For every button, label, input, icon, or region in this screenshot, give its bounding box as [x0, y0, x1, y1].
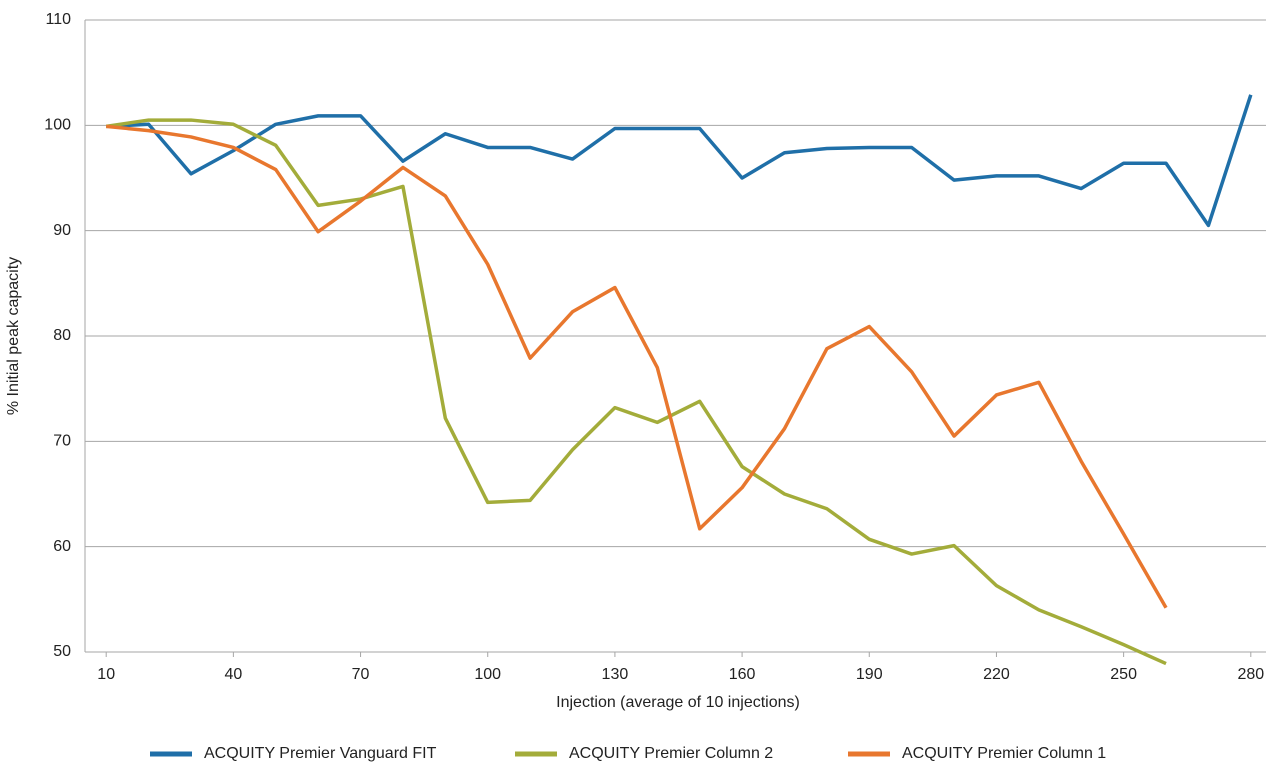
- x-tick-label: 160: [729, 666, 756, 683]
- y-tick-label: 50: [53, 643, 71, 660]
- y-tick-label: 110: [45, 11, 71, 28]
- y-tick-label: 80: [53, 327, 71, 344]
- legend-label: ACQUITY Premier Vanguard FIT: [204, 745, 437, 762]
- line-series: [106, 124, 1168, 609]
- x-tick-label: 70: [352, 666, 370, 683]
- x-tick-label: 130: [602, 666, 629, 683]
- x-tick-label: 100: [474, 666, 501, 683]
- y-axis-title: % Initial peak capacity: [5, 257, 22, 415]
- y-tick-label: 70: [53, 433, 71, 450]
- x-tick-label: 10: [97, 666, 115, 683]
- legend-label: ACQUITY Premier Column 2: [569, 745, 773, 762]
- x-tick-label: 40: [224, 666, 242, 683]
- y-tick-label: 100: [44, 117, 71, 134]
- x-tick-label: 280: [1237, 666, 1264, 683]
- legend-label: ACQUITY Premier Column 1: [902, 745, 1106, 762]
- x-tick-label: 250: [1110, 666, 1137, 683]
- x-tick-label: 220: [983, 666, 1010, 683]
- y-tick-label: 60: [53, 538, 71, 555]
- line-series: [106, 94, 1253, 228]
- line-series: [105, 118, 1167, 666]
- x-axis-title: Injection (average of 10 injections): [556, 694, 800, 711]
- y-tick-label: 90: [53, 222, 71, 239]
- x-tick-label: 190: [856, 666, 883, 683]
